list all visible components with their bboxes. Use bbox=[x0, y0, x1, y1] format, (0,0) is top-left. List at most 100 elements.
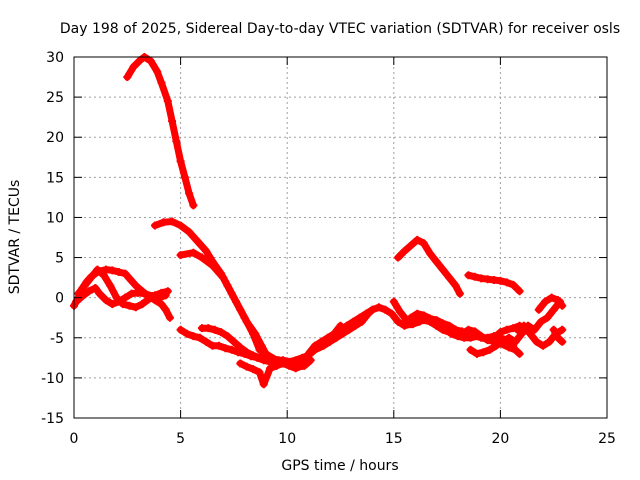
data-point bbox=[464, 271, 473, 280]
data-point bbox=[323, 333, 332, 342]
y-tick-label: 30 bbox=[46, 50, 64, 66]
data-point bbox=[458, 327, 467, 336]
data-point bbox=[168, 117, 177, 126]
data-point bbox=[121, 269, 130, 278]
data-point bbox=[526, 329, 535, 338]
data-point bbox=[515, 349, 524, 358]
data-point bbox=[221, 344, 230, 353]
y-axis-label: SDTVAR / TECUs bbox=[7, 180, 23, 295]
data-point bbox=[131, 303, 140, 312]
data-point bbox=[161, 305, 170, 314]
data-point bbox=[394, 253, 403, 262]
data-point bbox=[123, 73, 132, 82]
data-point bbox=[172, 137, 181, 146]
data-point bbox=[176, 251, 185, 260]
data-point bbox=[249, 365, 258, 374]
data-point bbox=[438, 265, 447, 274]
data-point bbox=[534, 305, 543, 314]
data-point bbox=[157, 300, 166, 309]
data-point bbox=[87, 273, 96, 282]
data-point bbox=[426, 314, 435, 323]
data-point bbox=[362, 309, 371, 318]
data-point bbox=[242, 362, 251, 371]
data-point bbox=[168, 217, 177, 226]
data-point bbox=[78, 292, 87, 301]
data-point bbox=[121, 293, 130, 302]
data-point bbox=[131, 281, 140, 290]
data-point bbox=[530, 325, 539, 334]
data-point bbox=[558, 337, 567, 346]
data-point bbox=[330, 329, 339, 338]
data-point bbox=[336, 325, 345, 334]
data-point bbox=[257, 341, 266, 350]
x-axis-label: GPS time / hours bbox=[281, 458, 398, 474]
data-point bbox=[496, 276, 505, 285]
data-point bbox=[176, 325, 185, 334]
data-point bbox=[479, 348, 488, 357]
data-point bbox=[125, 301, 134, 310]
data-point bbox=[236, 305, 245, 314]
data-point bbox=[400, 247, 409, 256]
data-point bbox=[155, 293, 164, 302]
data-point bbox=[483, 333, 492, 342]
data-point bbox=[415, 317, 424, 326]
data-point bbox=[432, 257, 441, 266]
data-point bbox=[72, 297, 81, 306]
y-tick-label: 0 bbox=[55, 291, 64, 307]
data-point bbox=[219, 273, 228, 282]
data-point bbox=[545, 337, 554, 346]
data-point bbox=[298, 361, 307, 370]
data-point bbox=[396, 308, 405, 317]
data-point bbox=[176, 221, 185, 230]
data-point bbox=[445, 321, 454, 330]
data-point bbox=[408, 320, 417, 329]
data-point bbox=[193, 237, 202, 246]
data-point bbox=[451, 325, 460, 334]
data-point bbox=[400, 321, 409, 330]
data-point bbox=[217, 328, 226, 337]
data-point bbox=[511, 337, 520, 346]
data-point bbox=[498, 337, 507, 346]
data-point bbox=[251, 329, 260, 338]
data-point bbox=[492, 341, 501, 350]
data-point bbox=[108, 300, 117, 309]
data-point bbox=[91, 284, 100, 293]
data-point bbox=[214, 341, 223, 350]
chart-title: Day 198 of 2025, Sidereal Day-to-day VTE… bbox=[60, 21, 620, 37]
x-tick-labels: 0 5 10 15 20 25 bbox=[70, 431, 616, 447]
y-tick-label: 25 bbox=[46, 90, 64, 106]
data-point bbox=[472, 349, 481, 358]
data-point bbox=[515, 287, 524, 296]
data-point bbox=[266, 364, 275, 373]
x-tick-label: 15 bbox=[385, 431, 403, 447]
data-point bbox=[180, 173, 189, 182]
y-tick-label: -5 bbox=[50, 331, 64, 347]
data-point bbox=[106, 281, 115, 290]
x-tick-label: 5 bbox=[176, 431, 185, 447]
data-point bbox=[151, 221, 160, 230]
data-point bbox=[502, 278, 511, 287]
data-point bbox=[519, 321, 528, 330]
data-point bbox=[466, 345, 475, 354]
data-point bbox=[185, 227, 194, 236]
data-point bbox=[95, 289, 104, 298]
data-point bbox=[470, 272, 479, 281]
data-point bbox=[432, 316, 441, 325]
data-point bbox=[317, 337, 326, 346]
data-point bbox=[182, 329, 191, 338]
data-point bbox=[547, 293, 556, 302]
data-point bbox=[146, 57, 155, 66]
data-point bbox=[148, 292, 157, 301]
data-point bbox=[163, 97, 172, 106]
data-point bbox=[242, 317, 251, 326]
data-point bbox=[426, 249, 435, 258]
data-point bbox=[553, 296, 562, 305]
data-point bbox=[445, 273, 454, 282]
data-point bbox=[84, 287, 93, 296]
y-tick-labels: -15 -10 -5 0 5 10 15 20 25 30 bbox=[41, 50, 64, 427]
data-point bbox=[558, 325, 567, 334]
data-point bbox=[136, 56, 145, 65]
data-point bbox=[176, 157, 185, 166]
data-point bbox=[413, 309, 422, 318]
